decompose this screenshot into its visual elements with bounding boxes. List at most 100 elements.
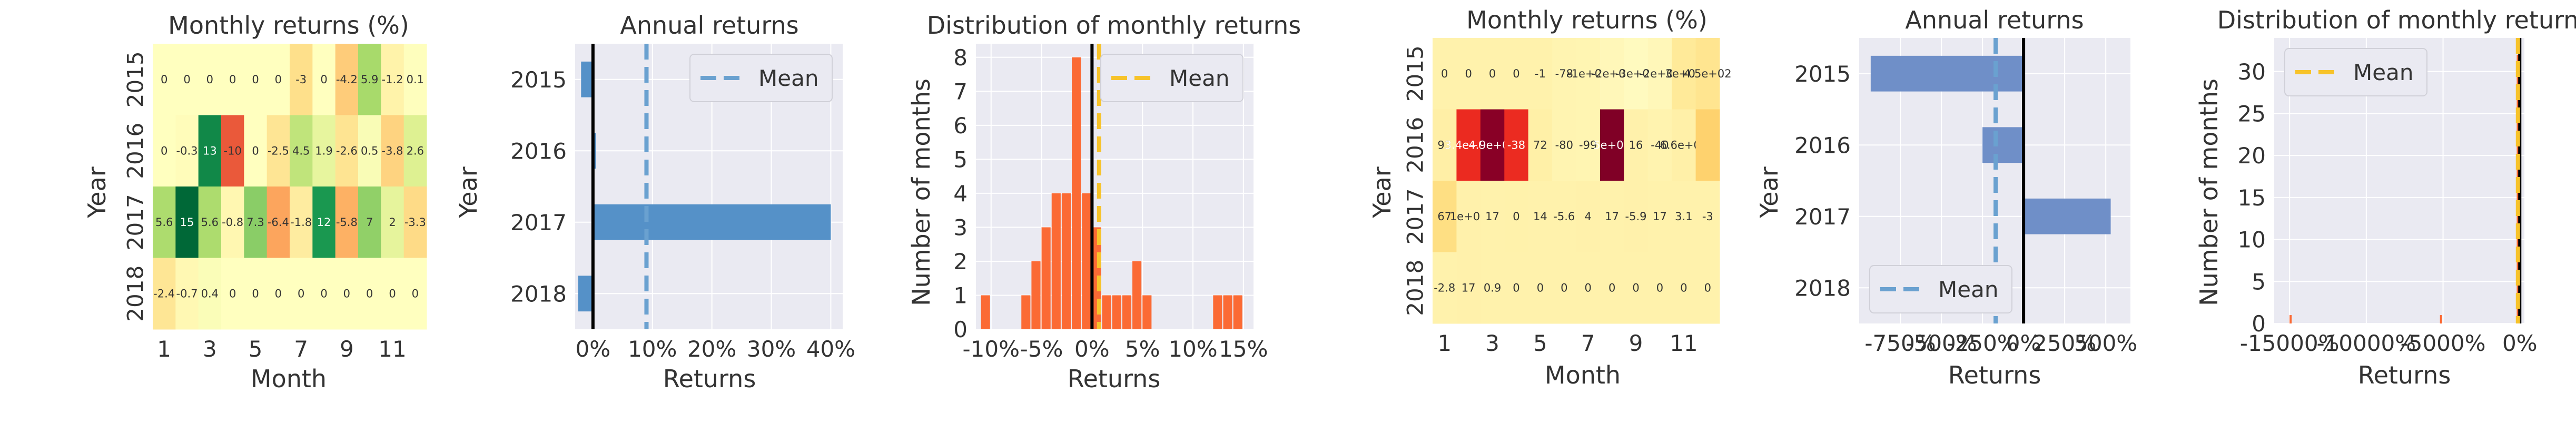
heatmap-2-cell xyxy=(1647,109,1672,181)
heatmap-2-cell-label: -2.8 xyxy=(1434,281,1455,294)
annual-returns-1-xlabel: Returns xyxy=(663,365,756,393)
annual-returns-1-bar xyxy=(581,61,593,97)
heatmap-2-cell-label: 0 xyxy=(1704,281,1711,294)
heatmap-2-cell xyxy=(1624,38,1649,110)
heatmap-2-cell xyxy=(1456,181,1481,252)
distribution-2-ytick-label: 20 xyxy=(2238,143,2266,169)
heatmap-1-cell-label: 5.6 xyxy=(201,216,219,229)
distribution-1-bar xyxy=(1041,227,1051,329)
distribution-2-xtick-label: -15000% xyxy=(2240,330,2340,356)
heatmap-2-cell xyxy=(1480,109,1505,181)
annual-returns-2-xtick-label: 500% xyxy=(2074,330,2137,356)
distribution-1-ylabel: Number of months xyxy=(907,78,935,306)
annual-returns-1-xtick-label: 0% xyxy=(576,336,611,362)
heatmap-1-ytick-label: 2015 xyxy=(123,51,149,107)
annual-returns-2-xtick-label: -500% xyxy=(1906,330,1977,356)
heatmap-2-cell xyxy=(1576,252,1601,324)
annual-returns-2-legend-label: Mean xyxy=(1938,277,1998,302)
heatmap-1-cell xyxy=(267,186,290,258)
annual-returns-2-title: Annual returns xyxy=(1905,6,2084,34)
annual-returns-1-title: Annual returns xyxy=(620,11,798,40)
distribution-2-ytick-label: 0 xyxy=(2252,311,2266,337)
heatmap-1-cell-label: -5.8 xyxy=(336,216,358,229)
heatmap-2-xtick-label: 7 xyxy=(1581,330,1595,356)
heatmap-1-cell xyxy=(221,186,244,258)
heatmap-1-cell xyxy=(358,115,381,187)
heatmap-1-cell xyxy=(221,44,244,115)
annual-returns-1-xtick-label: 40% xyxy=(806,336,855,362)
heatmap-1-cell-label: 5.9 xyxy=(361,73,378,86)
heatmap-2-cell xyxy=(1695,252,1720,324)
distribution-1-title: Distribution of monthly returns xyxy=(927,11,1301,40)
heatmap-1-cell xyxy=(244,186,268,258)
heatmap-1-cell-label: 7 xyxy=(366,216,373,229)
distribution-2-plot: -15000%-10000%-5000% 0% 0 5 10 15 20 25 30 Mean xyxy=(2238,38,2538,356)
heatmap-2-cell xyxy=(1528,181,1553,252)
heatmap-2-cell xyxy=(1480,181,1505,252)
annual-returns-1-ylabel: Year xyxy=(454,166,482,218)
heatmap-2-cell xyxy=(1576,109,1601,181)
heatmap-1-cell-label: 15 xyxy=(180,216,194,229)
annual-returns-2-ylabel: Year xyxy=(1755,166,1783,218)
heatmap-2-cell-label: 0 xyxy=(1513,281,1519,294)
heatmap-1-cell-label: -3 xyxy=(295,73,307,86)
heatmap-1-cell xyxy=(312,186,336,258)
distribution-2-ytick-label: 15 xyxy=(2238,185,2266,211)
distribution-2-ytick-label: 30 xyxy=(2238,59,2266,85)
heatmap-2-ylabel: Year xyxy=(1368,166,1396,218)
heatmap-2-cell-label: 0 xyxy=(1513,67,1519,80)
heatmap-1-cell xyxy=(312,258,336,330)
distribution-1-bar xyxy=(1233,295,1242,329)
annual-returns-1-legend-label: Mean xyxy=(758,65,818,91)
annual-returns-2-ytick-label: 2016 xyxy=(1794,132,1851,158)
heatmap-2-cell-label: 0 xyxy=(1537,281,1544,294)
heatmap-1-cell xyxy=(244,44,268,115)
heatmap-2-cell xyxy=(1504,181,1529,252)
heatmap-1-cell xyxy=(221,258,244,330)
heatmap-2-cell xyxy=(1504,109,1529,181)
distribution-1-bar xyxy=(981,295,990,329)
annual-returns-1-xtick-label: 30% xyxy=(747,336,796,362)
heatmap-2-cell xyxy=(1600,181,1624,252)
distribution-1-bar xyxy=(1102,295,1111,329)
heatmap-1-cell-label: -0.3 xyxy=(176,144,198,157)
heatmap-2-cell xyxy=(1528,252,1553,324)
heatmap-2-cell xyxy=(1433,38,1457,110)
heatmap-2-cell xyxy=(1624,252,1649,324)
heatmap-1-cell-label: 0 xyxy=(366,287,373,300)
distribution-1-bar xyxy=(1031,261,1041,329)
heatmap-1-cell xyxy=(381,44,404,115)
heatmap-1-cell-label: 0 xyxy=(275,73,282,86)
heatmap-2-cell-label: -99 xyxy=(1579,139,1597,151)
heatmap-1-ytick-label: 2018 xyxy=(123,266,149,322)
heatmap-1-cell xyxy=(403,115,427,187)
heatmap-2-cell xyxy=(1433,109,1457,181)
heatmap-1-cell-label: -3.3 xyxy=(404,216,426,229)
heatmap-2-cell-label: -5.9 xyxy=(1625,210,1647,223)
heatmap-1-cell-label: 7.3 xyxy=(246,216,264,229)
heatmap-2-xtick-label: 11 xyxy=(1670,330,1697,356)
distribution-1-bar xyxy=(1132,261,1142,329)
heatmap-2-cell-label: 14 xyxy=(1533,210,1547,223)
annual-returns-2-bar xyxy=(1982,127,2024,163)
annual-returns-1-ytick-label: 2015 xyxy=(510,67,567,93)
distribution-2-xtick-label: 0% xyxy=(2502,330,2538,356)
annual-returns-1-legend xyxy=(689,54,833,102)
distribution-1-bar xyxy=(1223,295,1232,329)
distribution-1-ytick-label: 1 xyxy=(953,282,968,308)
annual-returns-2-xtick-label: -750% xyxy=(1864,330,1936,356)
heatmap-1-cell xyxy=(335,258,359,330)
distribution-2-title: Distribution of monthly returns xyxy=(2217,6,2576,34)
heatmap-1-cell xyxy=(175,115,199,187)
heatmap-panel-2: Monthly returns (%) Month Year 0 0 0 0 -1 -78… xyxy=(1368,6,1732,389)
distribution-1-ytick-label: 8 xyxy=(953,45,968,71)
heatmap-1-cell-label: 13 xyxy=(203,144,217,157)
annual-returns-2-ytick-label: 2015 xyxy=(1794,61,1851,87)
heatmap-1-cell xyxy=(267,44,290,115)
heatmap-2-cell xyxy=(1528,109,1553,181)
heatmap-2-cell-label: 0 xyxy=(1513,210,1519,223)
heatmap-2-cell xyxy=(1647,181,1672,252)
annual-returns-2-xlabel: Returns xyxy=(1948,361,2041,389)
heatmap-2-xlabel: Month xyxy=(1545,361,1621,389)
heatmap-1-cell xyxy=(381,186,404,258)
